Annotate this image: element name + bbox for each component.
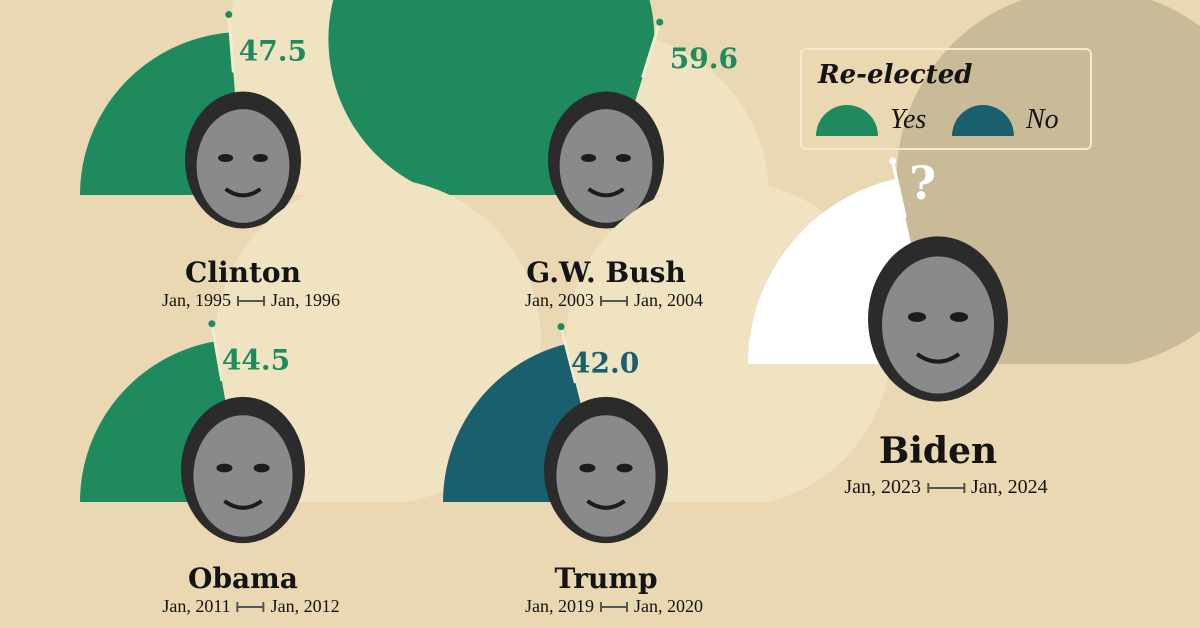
date-range-arrow-icon xyxy=(927,482,965,493)
president-name-g-w-bush: G.W. Bush xyxy=(526,256,686,289)
gauge-remainder-obama xyxy=(214,178,541,502)
gauge-needle-tip-clinton xyxy=(225,11,233,19)
legend-swatch-no xyxy=(952,104,1014,136)
date-range-arrow-icon xyxy=(236,601,265,612)
date-start-trump: Jan, 2019 xyxy=(525,596,594,616)
gauge-g-w-bush: 59.6 xyxy=(328,0,769,229)
gauge-value-label-obama: 44.5 xyxy=(222,344,290,377)
date-range-arrow-icon xyxy=(600,601,628,612)
date-range-arrow-icon xyxy=(237,295,265,306)
gauge-obama: 44.5 xyxy=(80,178,541,544)
gauge-needle-tip-obama xyxy=(208,320,216,328)
gauge-needle-g-w-bush xyxy=(641,21,662,78)
date-range-biden: Jan, 2023 Jan, 2024 xyxy=(844,476,1047,499)
date-range-arrow-icon xyxy=(600,295,628,306)
gauge-value-label-trump: 42.0 xyxy=(571,347,639,380)
gauge-value-label-g-w-bush: 59.6 xyxy=(670,42,738,75)
gauge-needle-clinton xyxy=(227,14,235,73)
gauge-needle-tip-trump xyxy=(557,323,565,331)
date-range-obama: Jan, 2011 Jan, 2012 xyxy=(162,596,339,617)
date-end-clinton: Jan, 1996 xyxy=(271,290,340,310)
legend-box: Re-elected Yes No xyxy=(800,48,1092,150)
obama-portrait-icon xyxy=(181,396,305,544)
gauge-needle-biden xyxy=(891,160,907,218)
president-name-obama: Obama xyxy=(188,562,298,595)
date-start-clinton: Jan, 1995 xyxy=(162,290,231,310)
date-start-biden: Jan, 2023 xyxy=(844,476,921,498)
legend-title: Re-elected xyxy=(818,60,973,90)
bush-portrait-icon xyxy=(548,91,664,229)
legend-item-yes: Yes xyxy=(816,104,926,136)
president-name-trump: Trump xyxy=(554,562,658,595)
date-end-obama: Jan, 2012 xyxy=(270,596,340,616)
biden-portrait-icon xyxy=(868,236,1008,402)
gauge-value-label-clinton: 47.5 xyxy=(239,35,307,68)
legend-label-no: No xyxy=(1026,104,1059,135)
gauge-biden: ? xyxy=(748,0,1200,402)
legend-swatch-yes xyxy=(816,104,878,136)
president-name-clinton: Clinton xyxy=(185,256,301,289)
gauge-needle-trump xyxy=(559,326,577,384)
date-range-trump: Jan, 2019 Jan, 2020 xyxy=(525,596,703,617)
gauge-needle-obama xyxy=(210,323,224,382)
date-start-g-w-bush: Jan, 2003 xyxy=(525,290,594,310)
date-end-g-w-bush: Jan, 2004 xyxy=(634,290,703,310)
trump-portrait-icon xyxy=(544,396,668,544)
date-range-clinton: Jan, 1995 Jan, 1996 xyxy=(162,290,340,311)
gauge-needle-tip-g-w-bush xyxy=(656,18,664,26)
gauge-needle-tip-biden xyxy=(889,157,897,165)
date-range-g-w-bush: Jan, 2003 Jan, 2004 xyxy=(525,290,703,311)
clinton-portrait-icon xyxy=(185,91,301,229)
president-name-biden: Biden xyxy=(878,430,998,472)
legend-label-yes: Yes xyxy=(890,104,927,135)
legend-item-no: No xyxy=(952,104,1059,136)
date-end-biden: Jan, 2024 xyxy=(971,476,1048,498)
date-start-obama: Jan, 2011 xyxy=(162,596,231,616)
date-end-trump: Jan, 2020 xyxy=(634,596,703,616)
gauge-value-label-biden: ? xyxy=(909,156,936,210)
